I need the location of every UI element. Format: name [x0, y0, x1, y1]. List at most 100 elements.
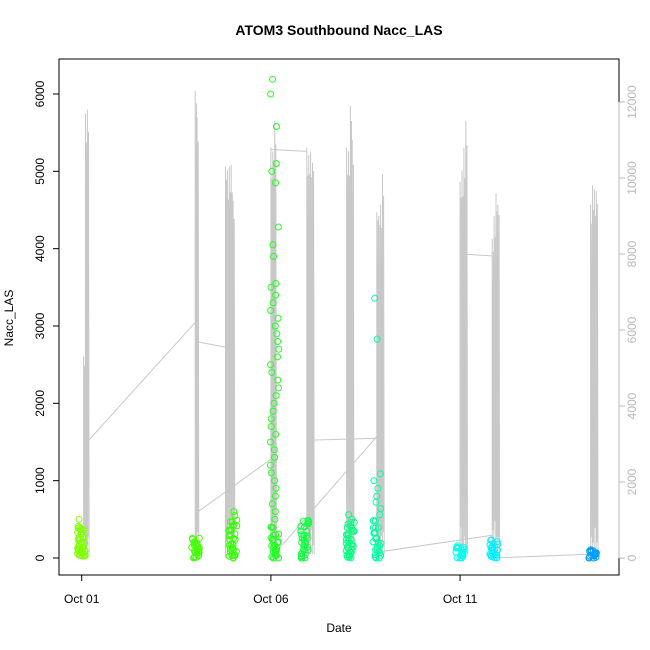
y-tick-label: 6000 — [33, 80, 47, 107]
data-point — [272, 291, 280, 299]
data-point — [272, 280, 280, 287]
data-point — [274, 223, 282, 231]
line-spike-burst — [306, 147, 315, 558]
data-point — [586, 547, 594, 555]
data-point — [370, 477, 378, 485]
data-point — [272, 484, 280, 492]
data-point — [275, 384, 282, 392]
axes-layer: 0 1000 2000 3000 4000 5000 6000 0 2000 4000 6000 80… — [33, 58, 639, 606]
line-connector — [492, 553, 591, 559]
x-tick-label: Oct 06 — [253, 592, 289, 606]
data-point — [271, 454, 279, 461]
data-point — [272, 430, 280, 438]
data-point — [274, 376, 282, 384]
data-point — [194, 545, 202, 553]
data-point — [369, 517, 377, 525]
data-point — [303, 543, 311, 551]
data-point — [195, 534, 203, 542]
data-point — [269, 536, 276, 544]
data-point — [269, 75, 277, 83]
data-point — [228, 547, 236, 555]
data-point — [488, 543, 496, 551]
data-point — [74, 522, 82, 530]
data-point — [231, 512, 239, 519]
line-connector — [83, 322, 196, 447]
data-point — [371, 529, 379, 536]
data-point — [267, 461, 274, 469]
data-point — [453, 543, 461, 551]
data-point — [272, 392, 280, 400]
data-point — [274, 539, 282, 547]
data-point — [268, 368, 276, 376]
data-point — [269, 407, 277, 415]
data-point — [487, 536, 495, 544]
data-point — [271, 508, 279, 516]
data-point — [342, 539, 350, 547]
data-point — [345, 511, 353, 519]
line-connector — [376, 534, 493, 553]
data-point — [372, 524, 379, 532]
data-point — [272, 179, 279, 187]
data-point — [268, 167, 276, 175]
y-tick-label: 2000 — [33, 390, 47, 417]
line-spike-burst — [225, 164, 236, 558]
data-point — [344, 520, 352, 528]
data-point — [225, 541, 233, 549]
data-point — [267, 307, 275, 314]
data-point — [587, 546, 595, 554]
y2-tick-label: 4000 — [625, 392, 639, 419]
data-point — [302, 539, 310, 547]
data-point — [268, 500, 276, 508]
data-point — [231, 530, 239, 538]
y-tick-label: 3000 — [33, 312, 47, 339]
data-point — [298, 553, 305, 560]
data-point — [344, 535, 352, 542]
data-point — [486, 541, 494, 549]
data-point — [376, 470, 384, 478]
data-point — [304, 517, 312, 525]
data-point — [375, 547, 383, 555]
data-point — [275, 345, 283, 353]
data-point — [274, 353, 281, 361]
line-connector — [460, 253, 493, 257]
x-tick-label: Oct 11 — [443, 592, 478, 606]
chart-title: ATOM3 Southbound Nacc_LAS — [235, 22, 442, 38]
y2-tick-label: 10000 — [625, 161, 639, 195]
line-connector — [196, 458, 272, 513]
data-point — [272, 531, 280, 539]
data-point — [267, 438, 274, 446]
data-point — [345, 552, 353, 560]
data-point — [493, 551, 501, 559]
data-point — [494, 540, 502, 548]
data-point — [269, 524, 277, 532]
y2-tick-label: 0 — [625, 554, 639, 561]
y2-tick-label: 12000 — [625, 85, 639, 119]
data-point — [267, 415, 275, 423]
data-point — [81, 547, 89, 555]
data-point — [226, 536, 234, 544]
data-point — [274, 338, 282, 345]
data-point — [371, 294, 379, 302]
data-point — [377, 505, 385, 512]
line-connector — [270, 436, 378, 559]
x-tick-label: Oct 01 — [64, 592, 100, 606]
data-point — [275, 530, 283, 538]
data-point — [78, 530, 85, 537]
data-point — [269, 241, 277, 249]
data-point — [267, 361, 274, 369]
data-point — [230, 546, 238, 554]
data-point — [233, 516, 241, 524]
data-point — [374, 484, 382, 492]
data-point — [274, 314, 282, 322]
data-point — [369, 524, 377, 532]
data-point — [299, 517, 307, 525]
data-point — [267, 469, 275, 477]
data-point — [271, 515, 279, 523]
y-axis-label: Nacc_LAS — [2, 290, 16, 347]
data-point — [267, 90, 275, 98]
y-tick-label: 5000 — [33, 158, 47, 185]
y2-tick-label: 6000 — [625, 316, 639, 343]
data-point — [374, 524, 382, 532]
data-point — [303, 532, 311, 540]
